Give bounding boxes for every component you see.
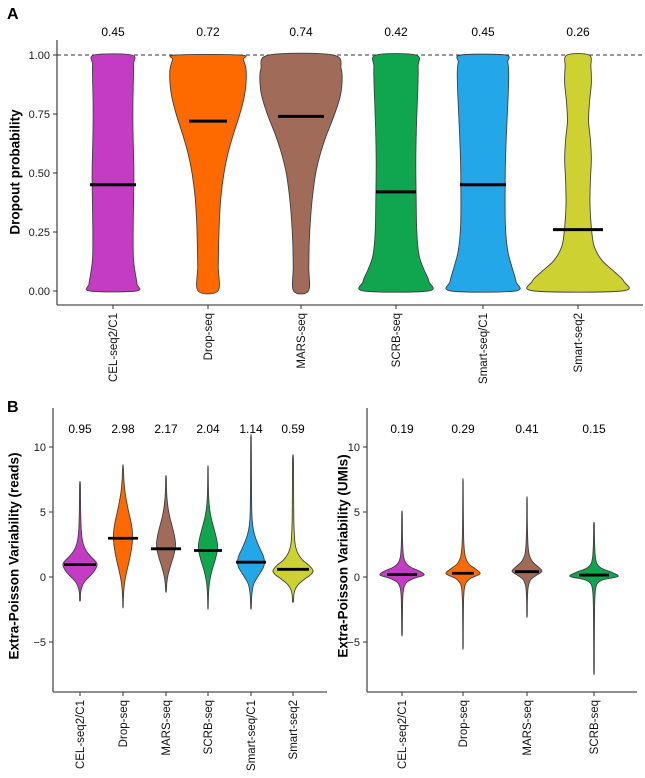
category-label-cel-seq2-c1: CEL-seq2/C1 xyxy=(397,700,409,769)
category-label-scrb-seq: SCRB-seq xyxy=(203,700,215,754)
violin-scrb-seq xyxy=(197,465,219,610)
violin-mars-seq xyxy=(511,496,543,618)
y-tick-label: 5 xyxy=(40,507,46,519)
violin-scrb-seq xyxy=(569,521,619,676)
value-label-drop-seq: 0.72 xyxy=(196,25,220,39)
epv-reads-chart: 10 5 0 −5 0.95 CEL-seq2/C1 2.98 Drop-seq 2.17 MAR… xyxy=(33,408,327,771)
value-label-mars-seq: 2.17 xyxy=(154,422,178,436)
y-tick-label: 10 xyxy=(34,442,46,454)
y-tick-label: 0 xyxy=(40,572,46,584)
value-label-smart-seq2: 0.26 xyxy=(566,25,590,39)
epv-umis-chart: 10 5 0 −5 0.19 CEL-seq2/C1 0.29 Drop-seq 0.41 MAR… xyxy=(347,408,637,769)
category-label-cel-seq2-c1: CEL-seq2/C1 xyxy=(108,313,120,382)
violin-smart-seq-c1 xyxy=(237,433,265,610)
y-tick-label: 5 xyxy=(354,507,360,519)
violin-drop-seq xyxy=(169,53,247,295)
category-label-scrb-seq: SCRB-seq xyxy=(589,700,601,754)
violin-smart-seq-c1 xyxy=(445,53,521,293)
panel-b-label: B xyxy=(7,399,19,416)
y-tick-label: −5 xyxy=(347,637,360,649)
category-label-mars-seq: MARS-seq xyxy=(522,700,534,756)
value-label-cel-seq2-c1: 0.45 xyxy=(101,25,125,39)
y-tick-label: −5 xyxy=(33,637,46,649)
dropout-probability-chart: 1.00 0.75 0.50 0.25 0.00 0.45 CEL-seq2/C1 0.72 D… xyxy=(29,25,643,384)
violin-drop-seq xyxy=(113,464,133,609)
panel-a-label: A xyxy=(7,6,19,23)
violin-smart-seq2 xyxy=(526,53,630,293)
value-label-mars-seq: 0.41 xyxy=(515,422,539,436)
category-label-drop-seq: Drop-seq xyxy=(458,700,470,747)
value-label-scrb-seq: 0.15 xyxy=(582,422,606,436)
category-label-drop-seq: Drop-seq xyxy=(118,700,130,747)
y-tick-label: 0.75 xyxy=(29,109,50,121)
violin-mars-seq xyxy=(156,475,176,593)
violin-scrb-seq xyxy=(358,53,434,293)
category-label-smart-seq2: Smart-seq2 xyxy=(573,313,585,372)
y-tick-label: 0 xyxy=(354,572,360,584)
category-label-drop-seq: Drop-seq xyxy=(203,313,215,360)
category-label-smart-seq2: Smart-seq2 xyxy=(288,700,300,759)
value-label-cel-seq2-c1: 0.19 xyxy=(390,422,414,436)
value-label-scrb-seq: 2.04 xyxy=(196,422,220,436)
category-label-scrb-seq: SCRB-seq xyxy=(391,313,403,367)
violin-cel-seq2-c1 xyxy=(85,53,141,293)
value-label-smart-seq-c1: 0.45 xyxy=(471,25,495,39)
violin-drop-seq xyxy=(445,477,481,650)
violin-mars-seq xyxy=(259,52,343,295)
category-label-smart-seq-c1: Smart-seq/C1 xyxy=(478,313,490,384)
y-tick-label: 0.00 xyxy=(29,286,50,298)
y-tick-label: 1.00 xyxy=(29,50,50,62)
category-label-mars-seq: MARS-seq xyxy=(161,700,173,756)
category-label-mars-seq: MARS-seq xyxy=(296,313,308,369)
value-label-cel-seq2-c1: 0.95 xyxy=(68,422,92,436)
value-label-scrb-seq: 0.42 xyxy=(384,25,408,39)
y-tick-label: 0.50 xyxy=(29,168,50,180)
violin-cel-seq2-c1 xyxy=(62,481,98,602)
value-label-mars-seq: 0.74 xyxy=(289,25,313,39)
category-label-smart-seq-c1: Smart-seq/C1 xyxy=(246,700,258,771)
violin-smart-seq2 xyxy=(272,454,314,603)
value-label-smart-seq-c1: 1.14 xyxy=(239,422,263,436)
y-tick-label: 10 xyxy=(348,442,360,454)
category-label-cel-seq2-c1: CEL-seq2/C1 xyxy=(75,700,87,769)
value-label-drop-seq: 2.98 xyxy=(111,422,135,436)
value-label-drop-seq: 0.29 xyxy=(451,422,475,436)
y-tick-label: 0.25 xyxy=(29,227,50,239)
value-label-smart-seq2: 0.59 xyxy=(281,422,305,436)
